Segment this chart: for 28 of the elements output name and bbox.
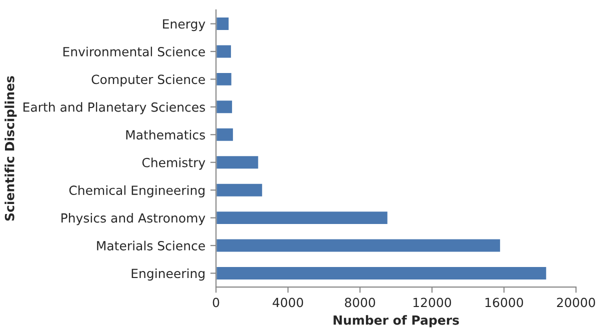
bar [216,266,548,281]
y-tick-label: Energy [163,19,206,32]
bar [216,16,230,32]
bar [216,44,232,60]
y-tick-label: Engineering [132,268,204,281]
y-tick-label: Computer Science [92,74,205,87]
bar [216,72,233,87]
x-tick-label: 0 [212,298,220,308]
y-axis-title: Scientific Disciplines [4,76,17,221]
y-tick-label: Chemical Engineering [69,185,204,198]
bar [216,182,264,198]
y-tick-label: Materials Science [97,240,205,250]
x-tick-label: 8000 [344,298,376,308]
y-tick-label: Chemistry [142,158,206,170]
x-tick-label: 12000 [413,298,452,308]
x-tick-label: 16000 [485,298,524,308]
y-tick-label: Physics and Astronomy [62,213,206,226]
y-tick-label: Environmental Science [63,46,205,56]
bar [216,127,234,142]
x-tick-label: 20000 [557,298,596,308]
bar [216,210,389,226]
bar [216,154,260,170]
x-tick-label: 4000 [272,298,304,308]
y-tick-label: Earth and Planetary Sciences [24,102,205,114]
y-tick-label: Mathematics [126,130,205,140]
bar [216,99,234,115]
bar [216,238,502,254]
x-axis-title: Number of Papers [334,315,459,328]
